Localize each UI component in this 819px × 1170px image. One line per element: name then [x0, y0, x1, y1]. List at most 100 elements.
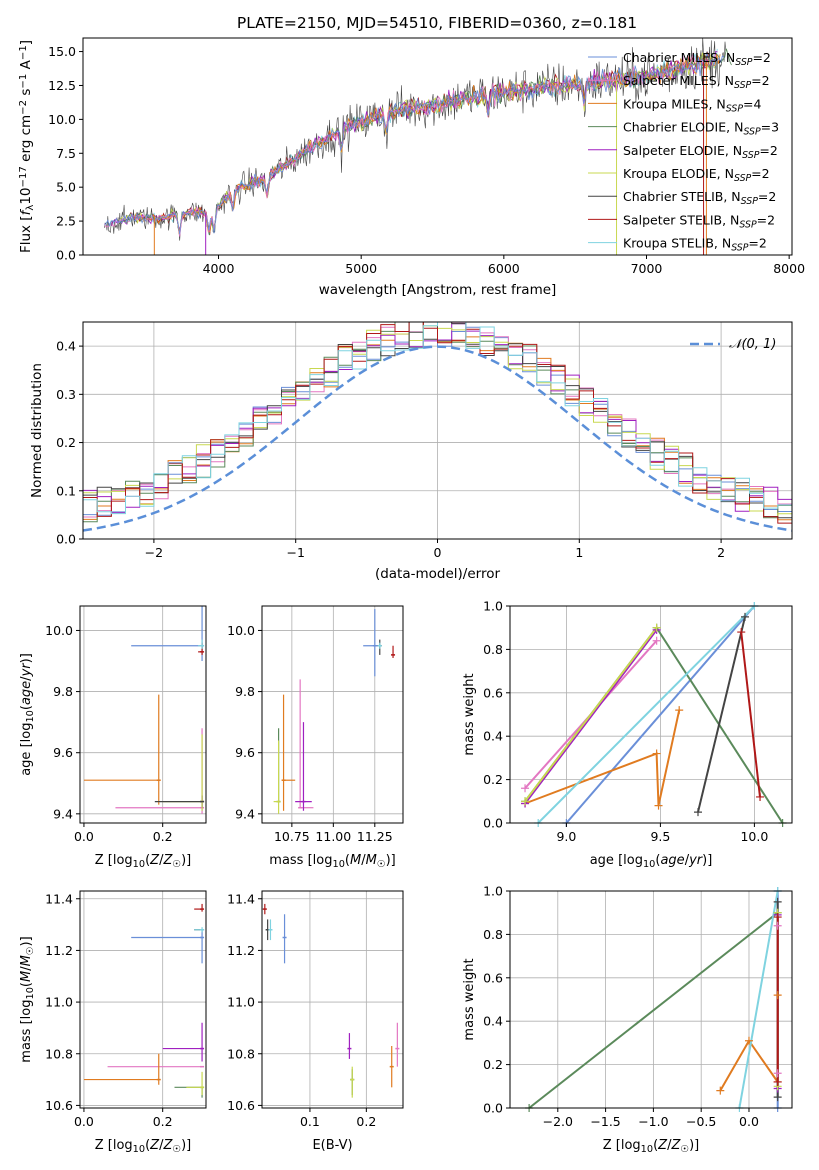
series-marker	[773, 913, 782, 922]
y-axis-label: mass weight	[462, 673, 477, 755]
legend-label: Chabrier MILES, NSSP=2	[623, 50, 771, 68]
x-tick-label: 0.0	[74, 829, 94, 844]
series-marker	[654, 801, 663, 810]
spectrum-line	[104, 52, 725, 235]
panel-mass_weight_vs_age: 9.0 9.5 10.0 0.0 0.2 0.4 0.6 0.8 1.0 age [log10(a…	[462, 599, 793, 870]
axes-frame	[79, 890, 207, 1109]
x-tick-label: 0.2	[356, 1114, 376, 1129]
legend-label: Kroupa MILES, NSSP=4	[623, 96, 761, 114]
series-line	[537, 606, 756, 823]
y-tick-label: 9.6	[235, 745, 255, 760]
y-tick-label: 15.0	[48, 44, 76, 59]
legend-label: Salpeter STELIB, NSSP=2	[623, 212, 775, 230]
y-tick-label: 10.0	[45, 623, 73, 638]
y-axis-label: Normed distribution	[29, 363, 45, 498]
panel-age_vs_Z: 0.0 0.2 9.4 9.6 9.8 10.0 Z [log10(Z/Z☉)] age [l…	[19, 605, 207, 870]
axes-frame	[261, 890, 404, 1109]
y-tick-label: 9.4	[53, 806, 73, 821]
x-tick-label: −0.5	[686, 1114, 716, 1129]
axes-frame	[82, 37, 793, 256]
y-tick-label: 9.4	[235, 806, 255, 821]
x-axis-label: wavelength [Angstrom, rest frame]	[319, 282, 557, 298]
y-tick-label: 10.8	[227, 1046, 255, 1061]
y-axis-label: age [log10(age/yr)]	[19, 653, 36, 776]
x-tick-label: 2	[717, 545, 725, 560]
panel-residuals: −2 −1 0 1 2 0.0 0.1 0.2 0.3 0.4 (data-model)/error…	[29, 321, 793, 582]
legend-label: Chabrier ELODIE, NSSP=3	[623, 120, 779, 138]
series-marker	[652, 749, 661, 758]
legend-label: Kroupa STELIB, NSSP=2	[623, 236, 767, 254]
axes-frame	[509, 605, 793, 824]
series-marker	[652, 623, 661, 632]
y-tick-label: 0.2	[56, 435, 76, 450]
panels: 4000 5000 6000 7000 80000.02.55.07.510.012.5…	[18, 37, 805, 1155]
y-tick-label: 0.2	[483, 772, 503, 787]
series-line	[738, 891, 779, 1108]
y-tick-label: 11.4	[45, 891, 73, 906]
legend: Chabrier MILES, NSSP=2 Salpeter MILES, NS…	[588, 50, 779, 253]
x-tick-label: −1.5	[590, 1114, 620, 1129]
legend: 𝒩(0, 1)	[690, 337, 776, 352]
x-tick-label: 0	[434, 545, 442, 560]
series-marker	[716, 1086, 725, 1095]
y-axis-label: mass [log10(M/M☉)]	[19, 936, 36, 1062]
plot-area	[262, 903, 400, 1098]
series-marker	[773, 991, 782, 1000]
series-marker	[744, 1036, 753, 1045]
y-tick-label: 0.2	[483, 1057, 503, 1072]
plot-area	[83, 903, 205, 1098]
series-marker	[773, 1069, 782, 1078]
y-tick-label: 10.6	[45, 1098, 73, 1113]
series-line	[524, 627, 658, 802]
figure-title: PLATE=2150, MJD=54510, FIBERID=0360, z=0…	[237, 14, 637, 32]
series-line	[565, 606, 756, 823]
y-tick-label: 10.0	[227, 623, 255, 638]
x-tick-label: 0.0	[74, 1114, 94, 1129]
panel-spectrum: 4000 5000 6000 7000 8000 0.0 2.5 5.0 7.5 10.0 12.5…	[18, 37, 805, 298]
y-tick-label: 0.6	[483, 685, 503, 700]
y-tick-label: 11.2	[227, 943, 255, 958]
series-marker	[741, 612, 749, 621]
series-line	[697, 616, 746, 813]
axes-frame	[261, 605, 404, 824]
series-marker	[773, 921, 782, 930]
x-tick-label: −2	[145, 545, 163, 560]
normal-curve	[83, 345, 792, 532]
x-tick-label: 0.2	[153, 1114, 173, 1129]
y-tick-label: 11.0	[227, 995, 255, 1010]
y-tick-label: 0.6	[483, 970, 503, 985]
y-tick-label: 10.0	[48, 112, 76, 127]
x-tick-label: 9.5	[650, 829, 670, 844]
y-tick-label: 12.5	[48, 78, 76, 93]
x-axis-label: (data-model)/error	[375, 566, 501, 582]
y-axis-label: Flux [fλ10−17 erg cm−2 s−1 A−1]	[18, 40, 36, 253]
x-axis-label: Z [log10(Z/Z☉)]	[95, 853, 192, 870]
x-tick-label: 6000	[488, 261, 520, 276]
axes-frame	[79, 605, 207, 824]
y-tick-label: 11.2	[45, 943, 73, 958]
y-tick-label: 0.4	[483, 1014, 503, 1029]
panel-age_vs_mass: 10.75 11.00 11.25 9.4 9.6 9.8 10.0 mass [log10(…	[227, 605, 404, 870]
y-tick-label: 0.3	[56, 387, 76, 402]
y-tick-label: 0.4	[56, 339, 76, 354]
x-tick-label: 10.75	[274, 829, 310, 844]
y-tick-label: 9.6	[53, 745, 73, 760]
axes-frame	[509, 890, 793, 1109]
x-tick-label: 8000	[773, 261, 805, 276]
series-marker	[756, 792, 765, 801]
y-tick-label: 7.5	[56, 146, 76, 161]
y-tick-label: 0.0	[483, 1101, 503, 1116]
x-tick-label: 11.00	[315, 829, 351, 844]
y-tick-label: 2.5	[56, 214, 76, 229]
y-tick-label: 0.4	[483, 729, 503, 744]
series-marker	[521, 797, 530, 806]
series-marker	[773, 897, 782, 906]
series-marker	[694, 808, 702, 817]
series-marker	[773, 1093, 782, 1102]
histogram-step	[83, 322, 792, 524]
legend-label: Salpeter ELODIE, NSSP=2	[623, 143, 778, 161]
y-tick-label: 0.0	[56, 532, 76, 547]
x-tick-label: 0.0	[739, 1114, 759, 1129]
plot-area	[83, 322, 792, 532]
